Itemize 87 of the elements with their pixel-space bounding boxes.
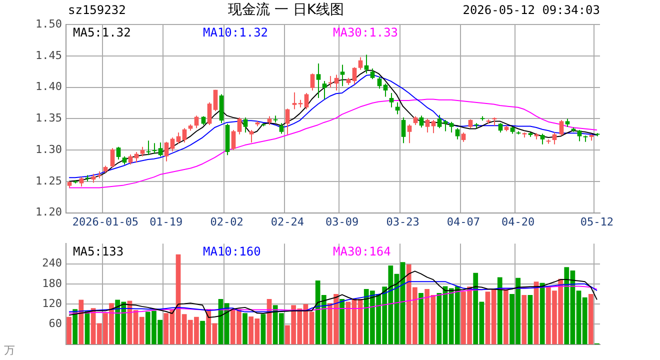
- y-tick-label: 240: [42, 256, 62, 270]
- bar: [528, 295, 533, 344]
- candlestick: [425, 118, 430, 133]
- candlestick: [116, 146, 121, 160]
- y-axis-title: 万: [4, 344, 15, 357]
- x-tick-label: 01-19: [150, 215, 183, 228]
- candlestick: [577, 129, 582, 142]
- y-tick-label: 1.30: [36, 142, 62, 156]
- bar: [260, 314, 266, 344]
- candlestick: [231, 129, 236, 151]
- bar: [418, 292, 424, 344]
- bar: [200, 320, 205, 344]
- bar: [504, 290, 508, 344]
- text: MA10:160: [203, 244, 261, 259]
- candlestick: [316, 62, 321, 98]
- y-tick-label: 180: [42, 276, 62, 290]
- text: MA5:1.32: [73, 26, 131, 40]
- y-tick-label: 1.50: [36, 17, 62, 30]
- x-tick-label: 05-12: [580, 215, 614, 228]
- text: 2026-05-12 09:34:03: [462, 3, 600, 17]
- y-tick-label: 60: [48, 317, 62, 330]
- text: MA30:1.33: [333, 26, 398, 40]
- bar: [588, 294, 594, 344]
- candlestick: [431, 119, 436, 134]
- text: MA5:133: [73, 244, 124, 259]
- x-tick-label: 03-09: [326, 215, 359, 228]
- y-tick-label: 1.35: [36, 112, 62, 125]
- candlestick: [437, 114, 442, 129]
- x-tick-label: 02-24: [270, 215, 304, 228]
- candlestick: [170, 137, 175, 152]
- candlestick: [364, 54, 369, 74]
- y-tick-label: 120: [42, 296, 62, 310]
- candlestick: [455, 128, 460, 140]
- x-tick-label: 02-02: [210, 215, 244, 228]
- candlestick: [152, 142, 157, 154]
- candlestick: [377, 76, 382, 90]
- bar: [540, 282, 545, 344]
- bar: [78, 300, 84, 344]
- candlestick: [213, 89, 218, 112]
- candlestick: [304, 92, 309, 110]
- text: sz159232: [68, 3, 126, 17]
- x-tick-label: 04-07: [446, 215, 480, 228]
- candlestick: [164, 141, 169, 162]
- y-tick-label: 1.45: [36, 48, 62, 62]
- candlestick: [540, 133, 545, 145]
- candlestick: [158, 142, 163, 157]
- candlestick: [498, 122, 503, 133]
- candlestick: [249, 129, 254, 144]
- candlestick: [401, 116, 406, 144]
- candlestick: [340, 64, 345, 87]
- candlestick: [328, 76, 333, 88]
- x-tick-label: 04-20: [502, 215, 535, 228]
- x-tick-label: 2026-01-05: [72, 215, 139, 228]
- candlestick: [322, 80, 327, 100]
- candlestick: [389, 92, 394, 108]
- candlestick: [243, 116, 248, 133]
- candlestick: [279, 122, 284, 134]
- candlestick: [310, 73, 315, 91]
- candlestick: [110, 148, 115, 168]
- candlestick: [407, 124, 412, 144]
- candlestick: [358, 56, 363, 70]
- text: MA30:164: [333, 244, 391, 259]
- candlestick: [449, 121, 454, 133]
- candlestick: [79, 176, 84, 187]
- y-tick-label: 1.40: [36, 80, 62, 94]
- candlestick: [207, 102, 212, 126]
- chart-title: 现金流 一 日K线图: [228, 1, 344, 19]
- candlestick: [182, 128, 187, 144]
- candlestick: [146, 140, 151, 156]
- bar: [72, 309, 78, 344]
- candlestick: [140, 146, 145, 157]
- bar: [340, 299, 345, 344]
- candlestick: [370, 68, 375, 80]
- text: MA10:1.32: [203, 26, 268, 40]
- x-tick-label: 03-23: [386, 215, 420, 228]
- bar: [242, 313, 248, 344]
- bar: [66, 316, 72, 344]
- candlestick: [559, 119, 564, 136]
- y-tick-label: 1.25: [36, 174, 62, 188]
- candlestick: [237, 116, 242, 135]
- candlestick: [352, 66, 357, 85]
- bar: [497, 277, 502, 344]
- y-tick-label: 1.20: [36, 206, 62, 219]
- candlestick: [419, 115, 424, 128]
- candlestick: [292, 92, 297, 110]
- bar: [522, 295, 527, 344]
- candlestick: [443, 119, 448, 132]
